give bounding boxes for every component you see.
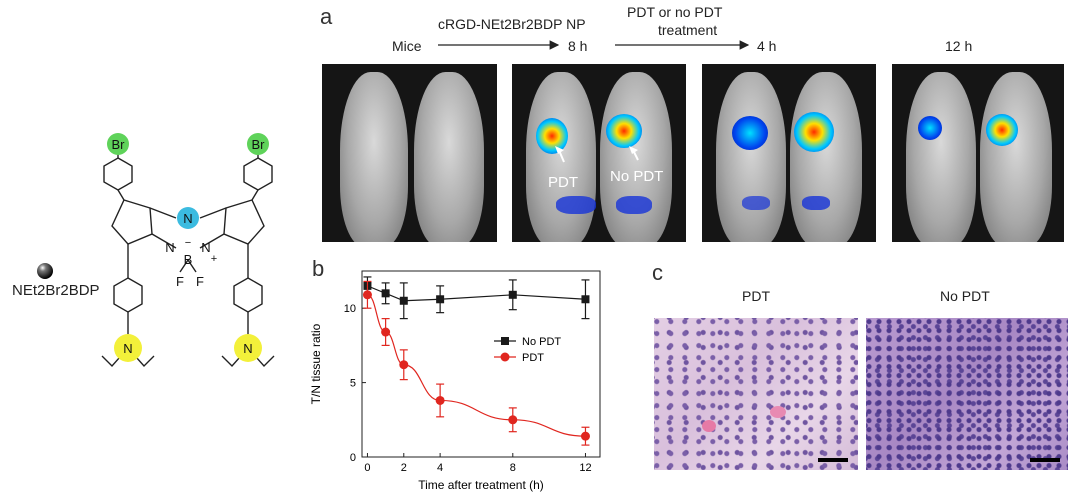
- molecule-label: NEt2Br2BDP: [12, 282, 100, 299]
- x-tick-label: 4: [437, 462, 443, 474]
- n-atom-amine-right: N: [243, 341, 252, 356]
- x-tick-label: 8: [510, 462, 516, 474]
- x-axis-label: Time after treatment (h): [418, 478, 544, 492]
- data-point: [580, 431, 590, 441]
- n-atom-left: N: [165, 240, 174, 255]
- y-tick-label: 10: [344, 303, 356, 315]
- histology-label-pdt: PDT: [742, 288, 770, 304]
- nanoparticle-sphere: [37, 263, 53, 279]
- data-point: [362, 290, 372, 300]
- time-label-8h: 8 h: [568, 38, 588, 54]
- time-label-12h: 12 h: [945, 38, 973, 54]
- mouse-image-8h: PDT No PDT: [512, 64, 686, 242]
- y-tick-label: 5: [350, 378, 356, 390]
- y-tick-label: 0: [350, 452, 356, 464]
- legend-marker: [500, 352, 510, 362]
- panel-c-letter: c: [652, 260, 663, 285]
- legend-marker: [501, 337, 509, 345]
- mouse-image-pre: [322, 64, 497, 242]
- data-point: [508, 290, 517, 299]
- histology-image-pdt: [654, 318, 858, 470]
- n-atom-amine-left: N: [123, 341, 132, 356]
- step1-label: cRGD-NEt2Br2BDP NP: [438, 16, 586, 32]
- data-point: [508, 415, 518, 425]
- step2-label-line1: PDT or no PDT: [627, 4, 723, 20]
- molecule-structure: Br Br N N N B F F − + N N: [37, 133, 275, 368]
- tn-ratio-chart: 0 2 4 8 12 0 5 10 Time after treatment (h) T/N ti…: [309, 270, 601, 492]
- panel-a-letter: a: [320, 4, 333, 29]
- legend-label: PDT: [522, 352, 544, 364]
- data-point: [435, 395, 445, 405]
- n-atom-center: N: [183, 211, 192, 226]
- mouse-image-12h: [892, 64, 1064, 242]
- y-axis-label: T/N tissue ratio: [309, 323, 323, 404]
- histology-image-no-pdt: [866, 318, 1068, 470]
- n-atom-right: N: [201, 240, 210, 255]
- b-atom: B: [184, 252, 193, 267]
- b-charge: −: [185, 237, 191, 249]
- data-point: [399, 360, 409, 370]
- data-point: [581, 295, 590, 304]
- step2-label-line2: treatment: [658, 22, 718, 38]
- data-point: [381, 289, 390, 298]
- x-tick-label: 2: [401, 462, 407, 474]
- data-point: [436, 295, 445, 304]
- x-tick-label: 0: [364, 462, 370, 474]
- br-atom-right: Br: [252, 137, 266, 152]
- histology-label-no-pdt: No PDT: [940, 288, 990, 304]
- data-point: [399, 296, 408, 305]
- time-label-4h: 4 h: [757, 38, 777, 54]
- process-arrows: [438, 40, 750, 50]
- time-label-mice: Mice: [392, 38, 422, 54]
- panel-b-letter: b: [312, 256, 325, 281]
- f-atom-right: F: [196, 274, 204, 289]
- br-atom-left: Br: [112, 137, 126, 152]
- n-charge: +: [211, 253, 217, 265]
- plot-frame: [361, 270, 601, 458]
- annotation-pdt: PDT: [548, 174, 578, 191]
- data-point: [381, 327, 391, 337]
- legend-label: No PDT: [522, 336, 561, 348]
- f-atom-left: F: [176, 274, 184, 289]
- annotation-no-pdt: No PDT: [610, 168, 664, 185]
- mouse-image-4h: [702, 64, 876, 242]
- x-tick-label: 12: [579, 462, 591, 474]
